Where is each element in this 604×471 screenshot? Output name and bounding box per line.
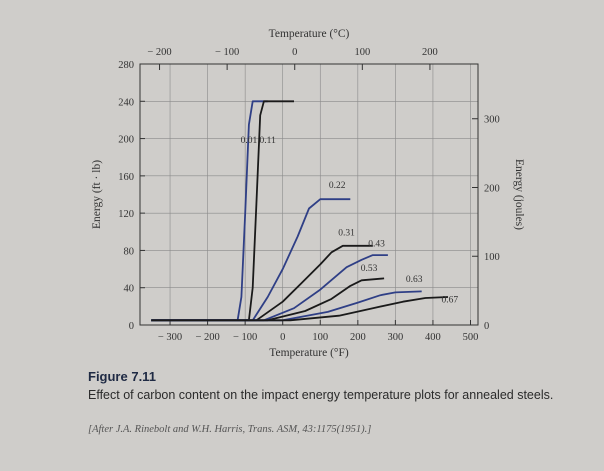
figure-source: [After J.A. Rinebolt and W.H. Harris, Tr… xyxy=(88,424,372,435)
series-line-0.22 xyxy=(151,198,351,322)
series-label-0.67: 0.67 xyxy=(442,296,459,306)
series-label-0.01: 0.01 xyxy=(241,136,258,146)
top-tick-label: 200 xyxy=(422,47,438,58)
chart-grid xyxy=(140,63,478,326)
right-tick-label: 0 xyxy=(484,321,489,332)
curve-labels: 0.01 0.11 0.22 0.31 0.43 0.53 0.63 0.67 xyxy=(241,136,459,305)
x-tick-label: − 100 xyxy=(233,332,257,343)
x-tick-label: 400 xyxy=(425,332,441,343)
series-label-0.31: 0.31 xyxy=(338,229,355,239)
y-tick-label: 200 xyxy=(118,135,134,146)
top-tick-label: 0 xyxy=(292,47,297,58)
top-tick-label: − 100 xyxy=(215,47,239,58)
series-label-0.43: 0.43 xyxy=(368,240,385,250)
series-label-0.22: 0.22 xyxy=(329,181,346,191)
axis-ticks: − 300 − 200 − 100 0 100 200 300 400 500 0 40 80 120 1… xyxy=(118,47,500,343)
y-tick-label: 0 xyxy=(129,321,134,332)
series-label-0.63: 0.63 xyxy=(406,275,423,285)
x-tick-label: 100 xyxy=(312,332,328,343)
x-tick-label: − 300 xyxy=(158,332,182,343)
series-line-0.67 xyxy=(151,296,449,322)
x-tick-label: − 200 xyxy=(195,332,219,343)
left-axis-title: Energy (ft · lb) xyxy=(91,160,103,229)
figure-number: Figure 7.11 xyxy=(88,369,156,384)
top-tick-label: − 200 xyxy=(147,47,171,58)
series-line-0.43 xyxy=(151,254,388,322)
y-tick-label: 280 xyxy=(118,60,134,71)
series-label-0.11: 0.11 xyxy=(260,136,277,146)
top-axis-title: Temperature (°C) xyxy=(269,28,350,40)
y-tick-label: 160 xyxy=(118,172,134,183)
y-tick-label: 80 xyxy=(124,246,135,257)
bottom-axis-title: Temperature (°F) xyxy=(269,347,349,359)
y-tick-label: 40 xyxy=(124,284,135,295)
top-tick-label: 100 xyxy=(354,47,370,58)
y-tick-label: 120 xyxy=(118,209,134,220)
right-tick-label: 100 xyxy=(484,252,500,263)
series-layer xyxy=(151,100,449,322)
right-tick-label: 200 xyxy=(484,183,500,194)
figure-caption: Effect of carbon content on the impact e… xyxy=(88,388,554,402)
x-tick-label: 200 xyxy=(350,332,366,343)
plot-frame xyxy=(139,63,479,326)
x-tick-label: 500 xyxy=(463,332,479,343)
y-tick-label: 240 xyxy=(118,97,134,108)
right-tick-label: 300 xyxy=(484,115,500,126)
series-line-0.31 xyxy=(151,244,373,322)
x-tick-label: 0 xyxy=(280,332,285,343)
right-axis-title: Energy (joules) xyxy=(513,159,525,230)
x-tick-label: 300 xyxy=(388,332,404,343)
series-label-0.53: 0.53 xyxy=(361,264,378,274)
